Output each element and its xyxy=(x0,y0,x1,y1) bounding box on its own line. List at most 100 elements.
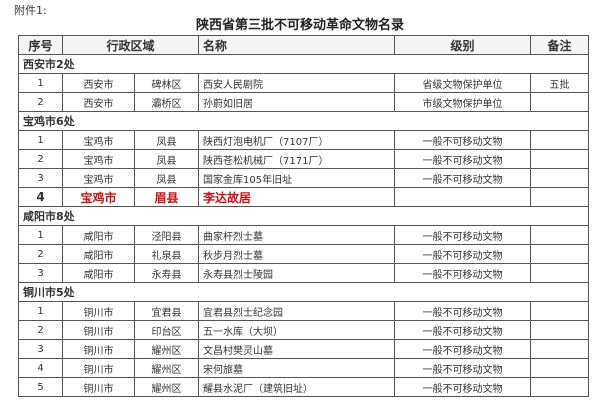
cell: 西安市2处 xyxy=(17,54,590,74)
data-row: 3 铜川市 耀州区 文昌村樊灵山墓 一般不可移动文物 xyxy=(18,339,590,359)
cell: 西安市 xyxy=(62,73,135,93)
data-row: 1 宝鸡市 凤县 陕西灯泡电机厂（7107厂） 一般不可移动文物 xyxy=(18,130,590,150)
cell: 耀州区 xyxy=(133,358,200,378)
cell: 宝鸡市 xyxy=(62,168,135,188)
cell: 泾阳县 xyxy=(133,225,200,245)
cell xyxy=(530,320,590,340)
cell: 铜川市 xyxy=(62,339,135,359)
cell: 咸阳市 xyxy=(62,244,135,264)
data-row: 2 西安市 灞桥区 孙蔚如旧居 市级文物保护单位 xyxy=(18,92,590,112)
cell xyxy=(530,358,590,378)
data-row: 2 宝鸡市 凤县 陕西苍松机械厂（7171厂） 一般不可移动文物 xyxy=(18,149,590,169)
data-row: 1 铜川市 宜君县 宜君县烈士纪念园 一般不可移动文物 xyxy=(18,301,590,321)
data-row: 2 咸阳市 礼泉县 秋步月烈士墓 一般不可移动文物 xyxy=(18,244,590,264)
data-row: 4 铜川市 耀州区 宋何旅墓 一般不可移动文物 xyxy=(18,358,590,378)
cell: 一般不可移动文物 xyxy=(394,339,532,359)
cell: 凤县 xyxy=(133,149,200,169)
cell: 2 xyxy=(18,149,63,169)
cell: 一般不可移动文物 xyxy=(394,149,532,169)
cell: 行政区域 xyxy=(61,35,200,55)
cell: 铜川市 xyxy=(62,301,135,321)
cell: 宋何旅墓 xyxy=(198,358,396,378)
data-row: 4 宝鸡市 眉县 李达故居 xyxy=(18,187,590,207)
cell: 市级文物保护单位 xyxy=(394,92,532,112)
cell: 宝鸡市6处 xyxy=(17,111,590,131)
data-row: 2 铜川市 印台区 五一水库（大坝） 一般不可移动文物 xyxy=(18,320,590,340)
cell: 4 xyxy=(18,187,63,207)
cell xyxy=(530,168,590,188)
data-row: 3 咸阳市 永寿县 永寿县烈士陵园 一般不可移动文物 xyxy=(18,263,590,283)
cell: 礼泉县 xyxy=(133,244,200,264)
cell: 西安市 xyxy=(62,92,135,112)
cell xyxy=(530,377,590,397)
cell: 1 xyxy=(18,73,63,93)
cell xyxy=(530,225,590,245)
cell: 宝鸡市 xyxy=(62,187,135,207)
cell: 耀州区 xyxy=(133,339,200,359)
cell: 一般不可移动文物 xyxy=(394,320,532,340)
cell: 3 xyxy=(18,263,63,283)
cell xyxy=(530,149,590,169)
cell: 永寿县 xyxy=(133,263,200,283)
cell: 碑林区 xyxy=(133,73,200,93)
cell: 咸阳市8处 xyxy=(17,206,590,226)
cell: 1 xyxy=(18,130,63,150)
cell: 省级文物保护单位 xyxy=(394,73,532,93)
cell: 耀县水泥厂（建筑旧址） xyxy=(198,377,396,397)
cell: 宝鸡市 xyxy=(62,149,135,169)
cell: 国家金库105年旧址 xyxy=(198,168,396,188)
cell: 印台区 xyxy=(133,320,200,340)
cell: 2 xyxy=(18,320,63,340)
cell: 宜君县 xyxy=(133,301,200,321)
cell: 1 xyxy=(18,225,63,245)
section-row: 西安市2处 xyxy=(17,54,590,74)
cell: 一般不可移动文物 xyxy=(394,244,532,264)
cell: 灞桥区 xyxy=(133,92,200,112)
cell: 李达故居 xyxy=(198,187,396,207)
cell xyxy=(530,339,590,359)
cell: 2 xyxy=(18,92,63,112)
cell xyxy=(530,244,590,264)
section-row: 咸阳市8处 xyxy=(17,206,590,226)
cell: 5 xyxy=(18,377,63,397)
cell: 孙蔚如旧居 xyxy=(198,92,396,112)
cell: 咸阳市 xyxy=(62,263,135,283)
cell xyxy=(394,187,532,207)
header-row: 序号 行政区域 名称 级别 备注 xyxy=(18,35,590,55)
cell: 五一水库（大坝） xyxy=(198,320,396,340)
cell: 文昌村樊灵山墓 xyxy=(198,339,396,359)
cell: 眉县 xyxy=(133,187,200,207)
cell: 名称 xyxy=(198,35,396,55)
cell: 铜川市5处 xyxy=(17,282,590,302)
cell: 一般不可移动文物 xyxy=(394,301,532,321)
cell: 宜君县烈士纪念园 xyxy=(198,301,396,321)
cell: 永寿县烈士陵园 xyxy=(198,263,396,283)
cell: 级别 xyxy=(394,35,532,55)
cell: 曲家杆烈士墓 xyxy=(198,225,396,245)
cell: 备注 xyxy=(530,35,590,55)
section-row: 铜川市5处 xyxy=(17,282,590,302)
data-row: 1 咸阳市 泾阳县 曲家杆烈士墓 一般不可移动文物 xyxy=(18,225,590,245)
cell: 铜川市 xyxy=(62,320,135,340)
relic-table: 序号 行政区域 名称 级别 备注 西安市2处 1 西安市 碑林区 西安人民剧院 省级文物保护单位 五批… xyxy=(17,35,590,397)
cell xyxy=(530,301,590,321)
cell: 凤县 xyxy=(133,130,200,150)
cell: 陕西灯泡电机厂（7107厂） xyxy=(198,130,396,150)
cell: 铜川市 xyxy=(62,358,135,378)
cell: 凤县 xyxy=(133,168,200,188)
cell: 一般不可移动文物 xyxy=(394,225,532,245)
cell: 铜川市 xyxy=(62,377,135,397)
cell: 一般不可移动文物 xyxy=(394,130,532,150)
data-row: 5 铜川市 耀州区 耀县水泥厂（建筑旧址） 一般不可移动文物 xyxy=(18,377,590,397)
cell: 耀州区 xyxy=(133,377,200,397)
cell: 3 xyxy=(18,168,63,188)
cell xyxy=(530,187,590,207)
cell: 一般不可移动文物 xyxy=(394,377,532,397)
cell: 4 xyxy=(18,358,63,378)
cell: 序号 xyxy=(18,35,63,55)
cell: 1 xyxy=(18,301,63,321)
cell xyxy=(530,92,590,112)
cell: 2 xyxy=(18,244,63,264)
data-row: 3 宝鸡市 凤县 国家金库105年旧址 一般不可移动文物 xyxy=(18,168,590,188)
